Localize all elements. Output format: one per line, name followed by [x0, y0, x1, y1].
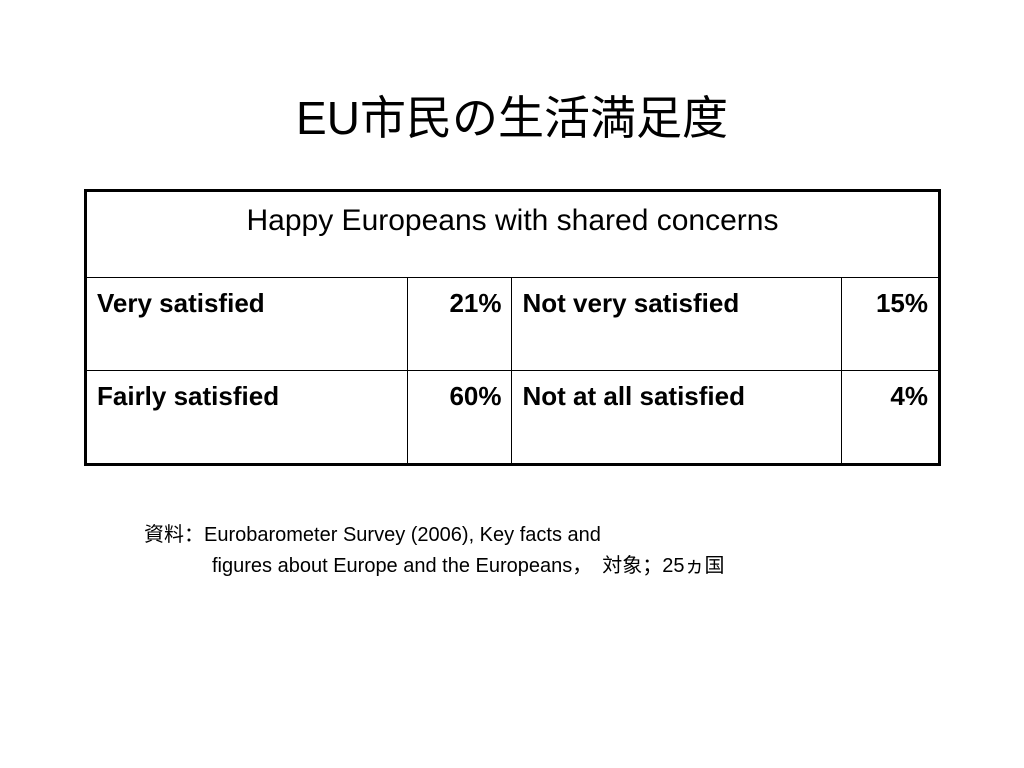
table-row: Very satisfied 21% Not very satisfied 15…: [85, 277, 940, 371]
value-cell: 4%: [841, 370, 940, 465]
label-cell: Not very satisfied: [511, 277, 843, 371]
value-cell: 60%: [406, 370, 513, 465]
source-line: 資料：Eurobarometer Survey (2006), Key fact…: [144, 524, 601, 546]
satisfaction-table: Happy Europeans with shared concerns Ver…: [84, 189, 941, 466]
table-heading: Happy Europeans with shared concerns: [85, 190, 940, 278]
label-cell: Very satisfied: [85, 277, 408, 371]
value-cell: 15%: [841, 277, 940, 371]
slide-title: EU市民の生活満足度: [296, 92, 728, 144]
table-row: Fairly satisfied 60% Not at all satisfie…: [85, 370, 940, 465]
source-line: figures about Europe and the Europeans， …: [212, 555, 725, 577]
source-note: 資料：Eurobarometer Survey (2006), Key fact…: [144, 520, 725, 582]
label-cell: Not at all satisfied: [511, 370, 843, 465]
label-cell: Fairly satisfied: [85, 370, 408, 465]
value-cell: 21%: [406, 277, 513, 371]
header-row: Happy Europeans with shared concerns: [85, 190, 940, 278]
